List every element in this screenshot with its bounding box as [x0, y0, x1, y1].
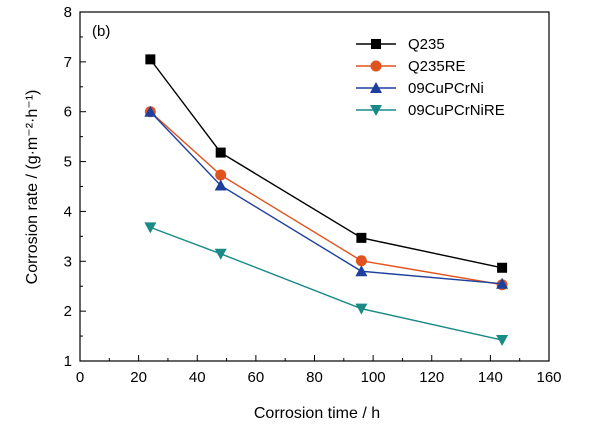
data-point	[145, 54, 156, 65]
x-axis-title: Corrosion time / h	[254, 405, 380, 422]
data-point	[496, 335, 509, 347]
x-tick-label: 40	[189, 369, 206, 386]
data-point	[497, 262, 508, 273]
y-tick-label: 3	[64, 253, 72, 270]
legend-marker	[370, 105, 382, 116]
x-tick-label: 100	[361, 369, 386, 386]
x-tick-label: 0	[76, 369, 84, 386]
legend-label: 09CuPCrNi	[408, 80, 484, 97]
data-point	[214, 179, 227, 191]
data-point	[214, 248, 227, 260]
series-q235	[145, 54, 508, 273]
y-tick-label: 8	[64, 4, 72, 21]
panel-label: (b)	[92, 23, 110, 40]
data-point	[355, 255, 367, 267]
series-line	[149, 111, 503, 285]
legend-entry-q235re: Q235RE	[356, 58, 466, 75]
data-point	[355, 265, 368, 277]
x-tick-label: 160	[536, 369, 561, 386]
legend-label: 09CuPCrNiRE	[408, 102, 505, 119]
data-point	[144, 222, 157, 234]
legend-entry-09cupcrni: 09CuPCrNi	[356, 80, 484, 97]
data-point	[355, 303, 368, 315]
y-tick-label: 1	[64, 353, 72, 370]
legend: Q235 Q235RE 09CuPCrNi 09CuPCrNiRE	[356, 36, 505, 119]
series-09cupcrnire	[144, 222, 509, 347]
x-tick-label: 120	[419, 369, 444, 386]
y-tick-label: 5	[64, 154, 72, 171]
legend-label: Q235RE	[408, 58, 466, 75]
x-tick-label: 140	[478, 369, 503, 386]
x-tick-label: 60	[248, 369, 265, 386]
y-axis-title: Corrosion rate / (g·m⁻²·h⁻¹)	[24, 90, 41, 285]
y-tick-label: 7	[64, 54, 72, 71]
legend-entry-09cupcrnire: 09CuPCrNiRE	[356, 102, 505, 119]
legend-marker	[371, 39, 381, 49]
series-09cupcrni	[144, 105, 509, 289]
legend-entry-q235: Q235	[356, 36, 445, 53]
legend-marker	[370, 82, 382, 93]
series-q235re	[144, 106, 508, 291]
axes: 0 20 40 60 80 100 120 140 160 1 2 3 4 5 6 7 8	[64, 4, 562, 386]
y-tick-label: 6	[64, 104, 72, 121]
data-point	[356, 232, 367, 243]
series-line	[149, 111, 503, 286]
data-point	[496, 277, 509, 289]
data-point	[215, 147, 226, 158]
y-tick-label: 2	[64, 303, 72, 320]
x-tick-label: 80	[306, 369, 323, 386]
series-line	[150, 226, 503, 341]
series-line	[149, 58, 503, 269]
x-tick-label: 20	[130, 369, 147, 386]
series-layer	[144, 54, 509, 347]
data-point	[215, 169, 227, 181]
y-tick-label: 4	[64, 203, 72, 220]
legend-marker	[370, 60, 382, 72]
data-point	[144, 105, 157, 117]
legend-label: Q235	[408, 36, 445, 53]
